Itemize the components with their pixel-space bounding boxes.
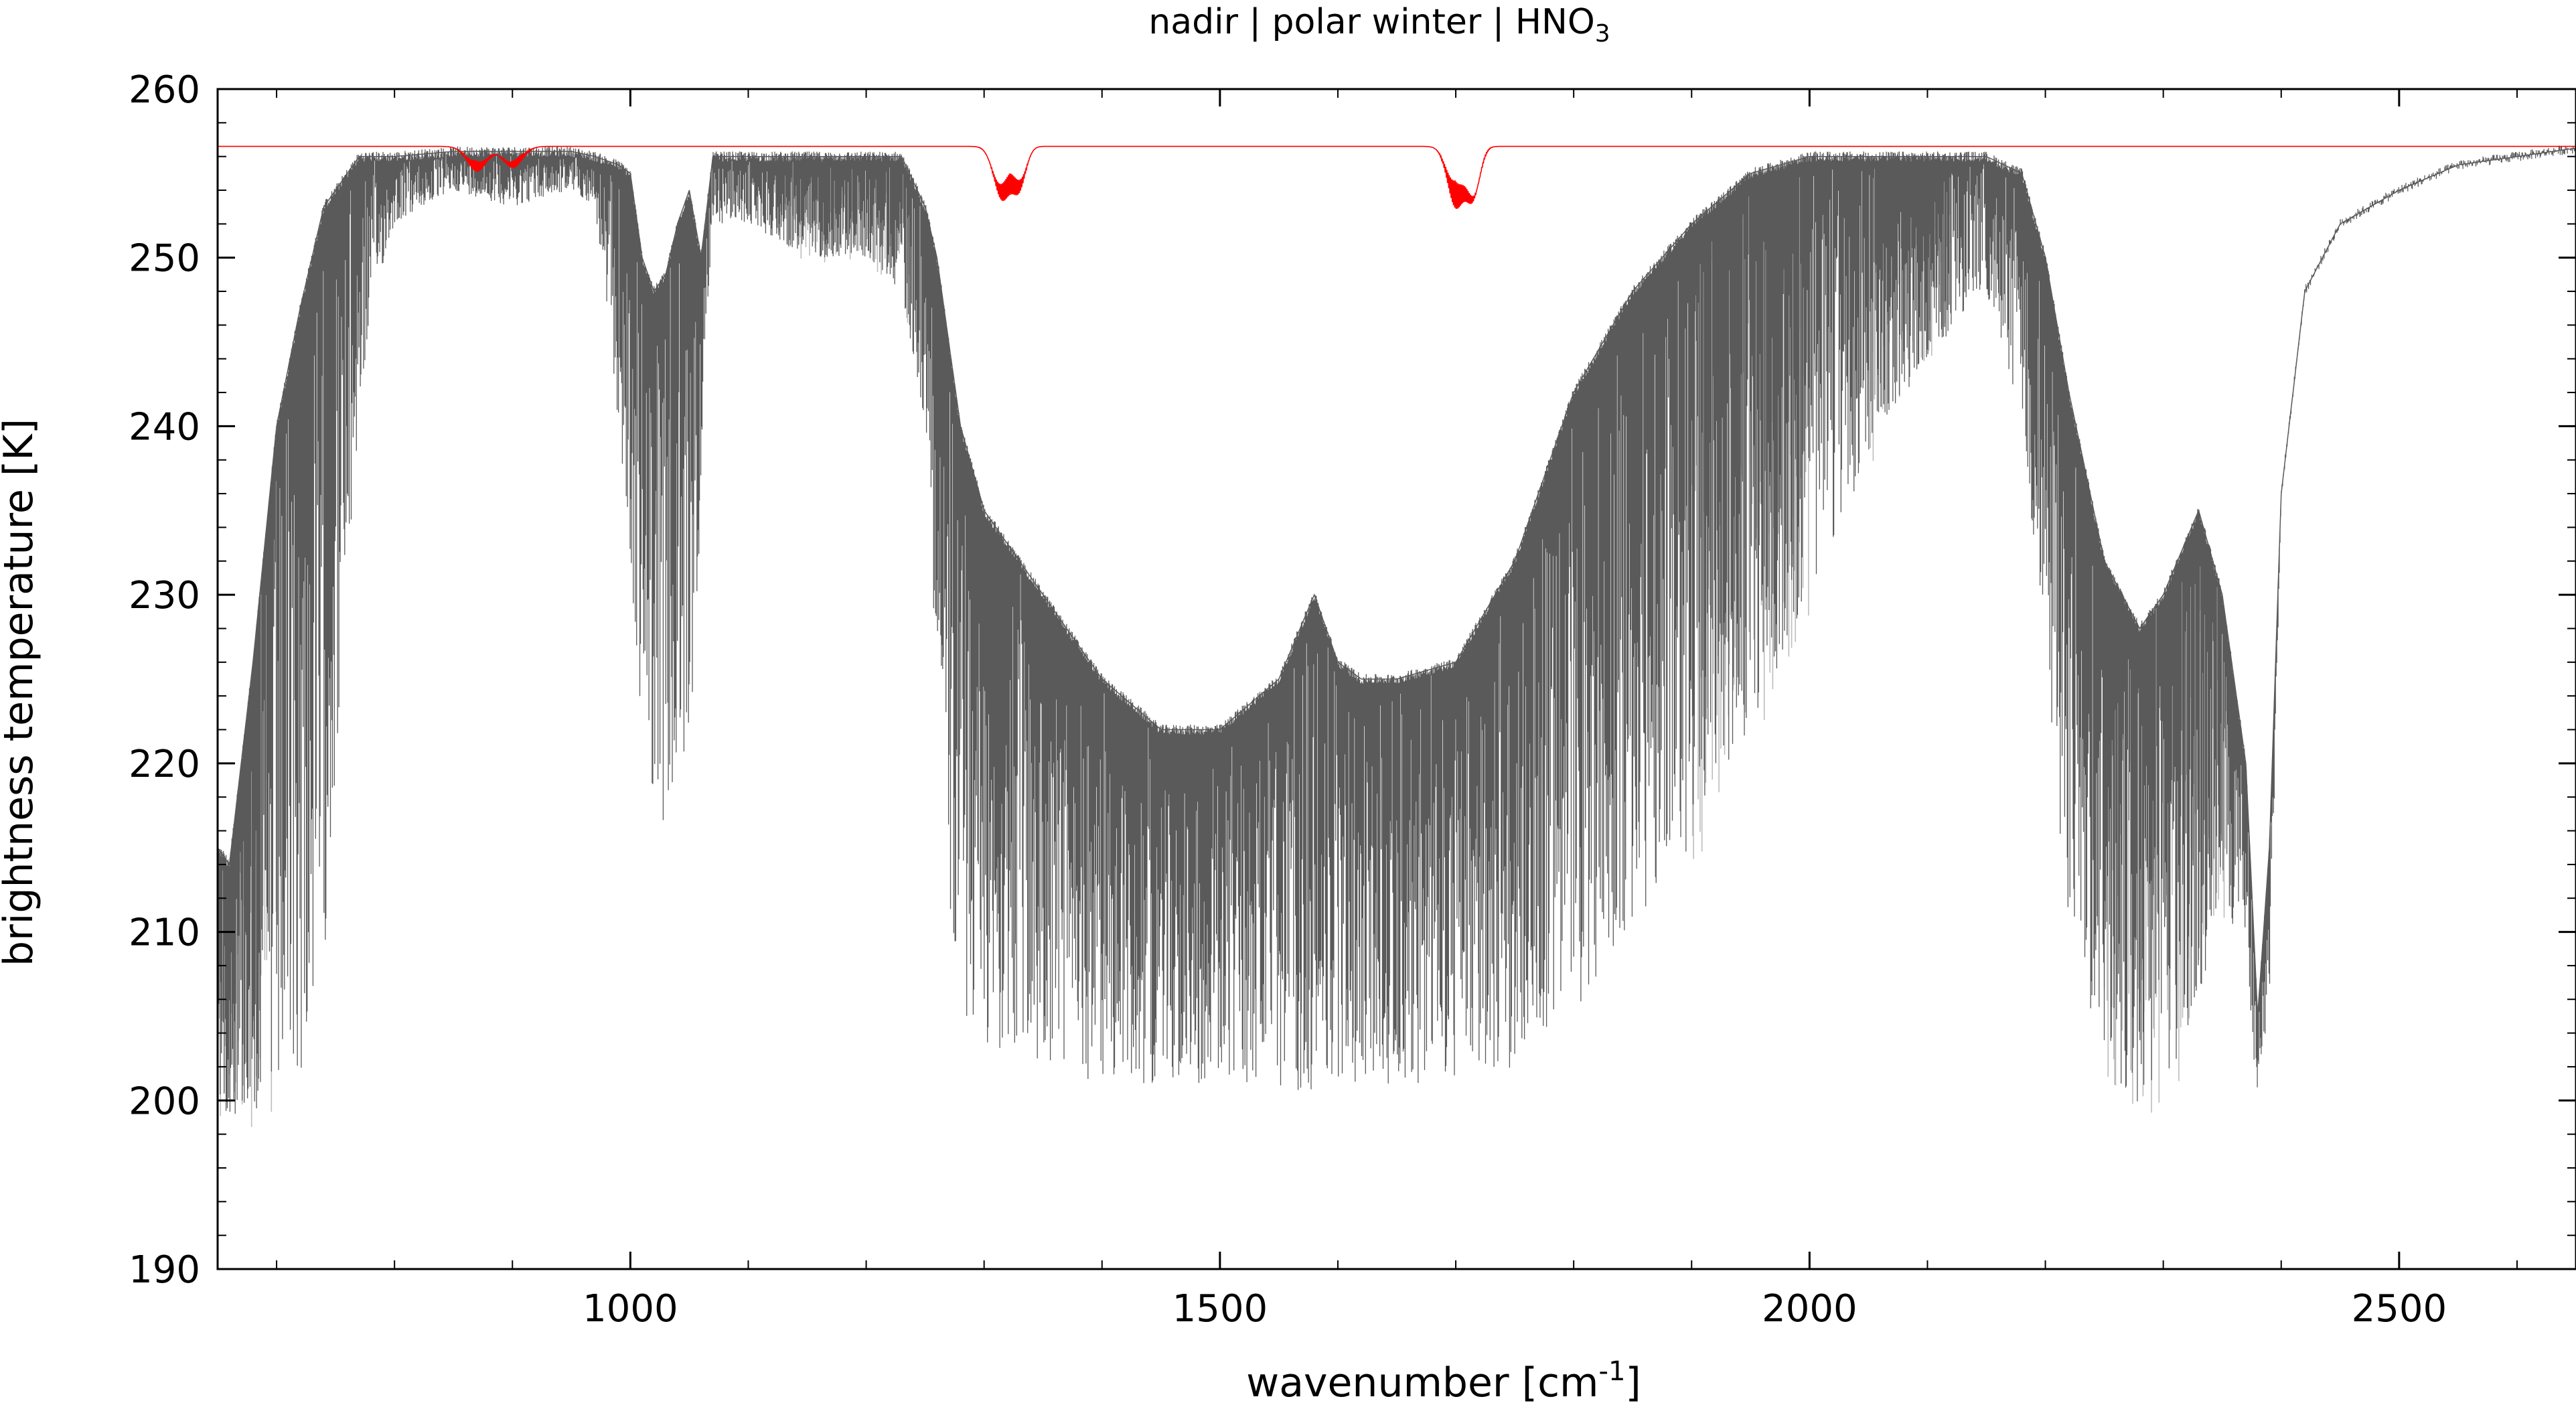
hno3-spectrum-line [218, 145, 2576, 210]
plot-frame [216, 88, 2576, 1270]
x-tick-label: 2000 [1762, 1287, 1858, 1331]
y-axis-label: brightness temperature [K] [0, 419, 42, 966]
chart-title: nadir | polar winter | HNO3 [1148, 2, 1610, 48]
y-tick-label: 220 [129, 743, 200, 786]
x-tick-label: 2500 [2352, 1287, 2447, 1331]
x-axis-label: wavenumber [cm-1] [1246, 1356, 1641, 1405]
axes: 190 200 210 220 230 240 250 260 1000 1500 2000 2500 [129, 68, 2576, 1331]
y-tick-label: 210 [129, 911, 200, 955]
y-tick-label: 240 [129, 405, 200, 449]
x-tick-label: 1500 [1172, 1287, 1268, 1331]
spectrum-envelope [217, 147, 2576, 1017]
y-tick-label: 250 [129, 237, 200, 281]
y-tick-label: 230 [129, 574, 200, 617]
x-axis-label-suffix: ] [1625, 1359, 1641, 1405]
x-axis-label-superscript: -1 [1599, 1356, 1626, 1387]
chart-title-subscript: 3 [1595, 20, 1610, 48]
x-tick-label: 1000 [583, 1287, 678, 1331]
y-tick-label: 200 [129, 1080, 200, 1123]
y-tick-label: 260 [129, 68, 200, 112]
y-tick-label: 190 [129, 1248, 200, 1292]
